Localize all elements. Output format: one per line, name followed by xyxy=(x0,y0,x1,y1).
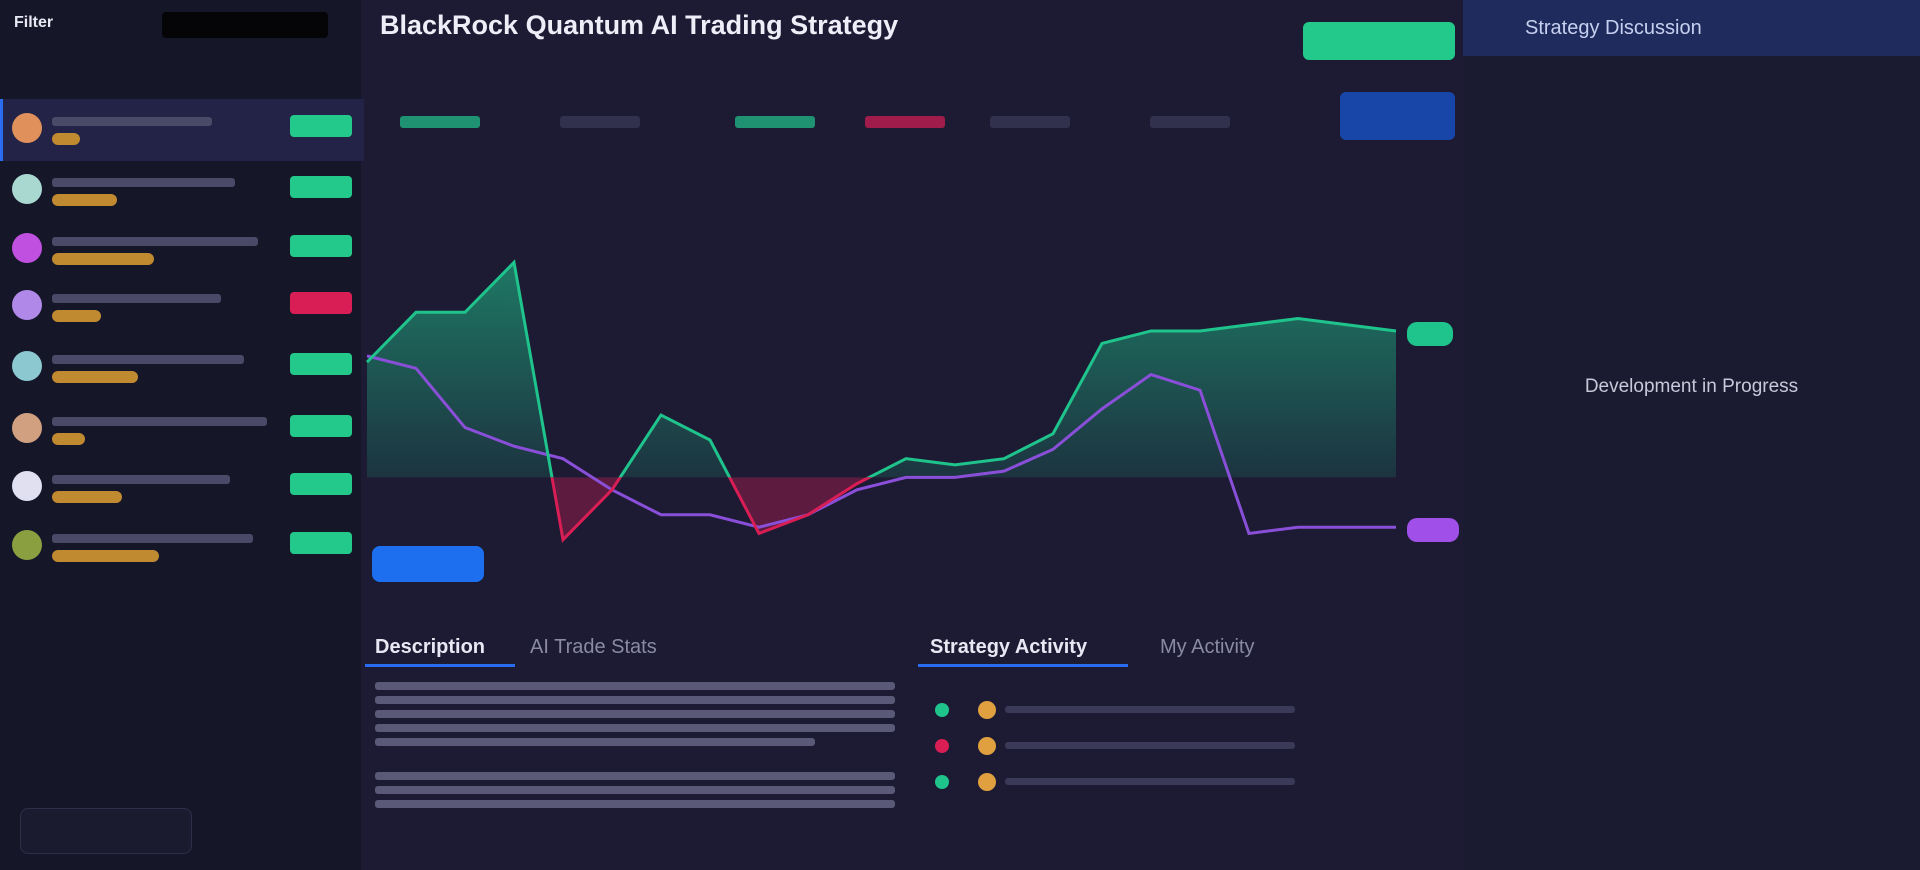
item-badge xyxy=(290,115,352,137)
chart-button[interactable] xyxy=(372,546,484,582)
item-badge xyxy=(290,292,352,314)
avatar xyxy=(12,413,42,443)
activity-row xyxy=(1005,778,1295,785)
description-line xyxy=(375,772,895,780)
tab-trade-stats[interactable]: AI Trade Stats xyxy=(530,636,657,658)
activity-coin xyxy=(978,773,996,791)
avatar xyxy=(12,113,42,143)
item-name xyxy=(52,237,258,246)
area-positive xyxy=(367,262,1396,478)
stat-value xyxy=(1150,116,1230,128)
strategy-title: BlackRock Quantum AI Trading Strategy xyxy=(380,10,899,40)
item-tags xyxy=(52,491,122,503)
description-line xyxy=(375,724,895,732)
activity-dot xyxy=(935,703,949,717)
item-badge xyxy=(290,532,352,554)
item-tags xyxy=(52,133,80,145)
item-tags xyxy=(52,194,117,206)
benchmark-end-pill xyxy=(1407,518,1459,542)
strategy-end-pill xyxy=(1407,322,1453,346)
description-line xyxy=(375,786,895,794)
activity-dot xyxy=(935,775,949,789)
avatar xyxy=(12,290,42,320)
strategy-line xyxy=(365,259,1397,478)
panel-title: Strategy Discussion xyxy=(1525,17,1702,39)
subscribe-button[interactable] xyxy=(1303,22,1455,60)
item-name xyxy=(52,294,221,303)
avatar xyxy=(12,530,42,560)
description-line xyxy=(375,738,815,746)
discussion-panel: Strategy Discussion Development in Progr… xyxy=(1463,0,1920,870)
item-tags xyxy=(52,433,85,445)
item-tags xyxy=(52,371,138,383)
activity-coin xyxy=(978,701,996,719)
activity-row xyxy=(1005,706,1295,713)
item-tags xyxy=(52,310,101,322)
item-tags xyxy=(52,550,159,562)
tab-strategy-activity[interactable]: Strategy Activity xyxy=(930,636,1088,658)
description-line xyxy=(375,800,895,808)
item-badge xyxy=(290,353,352,375)
tab-underline xyxy=(918,664,1128,667)
panel-message: Development in Progress xyxy=(1584,376,1799,397)
search-box[interactable] xyxy=(162,12,328,38)
connection-button[interactable] xyxy=(20,808,192,854)
item-name xyxy=(52,355,244,364)
stat-value xyxy=(865,116,945,128)
benchmark-line xyxy=(366,354,1396,536)
item-name xyxy=(52,475,230,484)
activity-coin xyxy=(978,737,996,755)
sidebar: Filter xyxy=(0,0,364,870)
tab-description[interactable]: Description xyxy=(375,636,486,658)
item-badge xyxy=(290,235,352,257)
item-name xyxy=(52,178,235,187)
item-name xyxy=(52,534,253,543)
panel-header xyxy=(1463,0,1920,56)
stat-value xyxy=(560,116,640,128)
description-line xyxy=(375,682,895,690)
area-negative xyxy=(367,477,1396,540)
chart xyxy=(365,259,1397,543)
tab-my-activity[interactable]: My Activity xyxy=(1160,636,1255,658)
avatar xyxy=(12,351,42,381)
activity-dot xyxy=(935,739,949,753)
stat-value xyxy=(990,116,1070,128)
item-tags xyxy=(52,253,154,265)
item-name xyxy=(52,417,267,426)
item-badge xyxy=(290,473,352,495)
avatar xyxy=(12,471,42,501)
item-name xyxy=(52,117,212,126)
filter-label[interactable]: Filter xyxy=(14,14,54,31)
tab-underline xyxy=(365,664,515,667)
activity-row xyxy=(1005,742,1295,749)
avatar xyxy=(12,233,42,263)
description-line xyxy=(375,696,895,704)
highlight-stat xyxy=(1340,92,1455,140)
item-badge xyxy=(290,176,352,198)
stat-value xyxy=(735,116,815,128)
stat-value xyxy=(400,116,480,128)
avatar xyxy=(12,174,42,204)
item-badge xyxy=(290,415,352,437)
description-line xyxy=(375,710,895,718)
